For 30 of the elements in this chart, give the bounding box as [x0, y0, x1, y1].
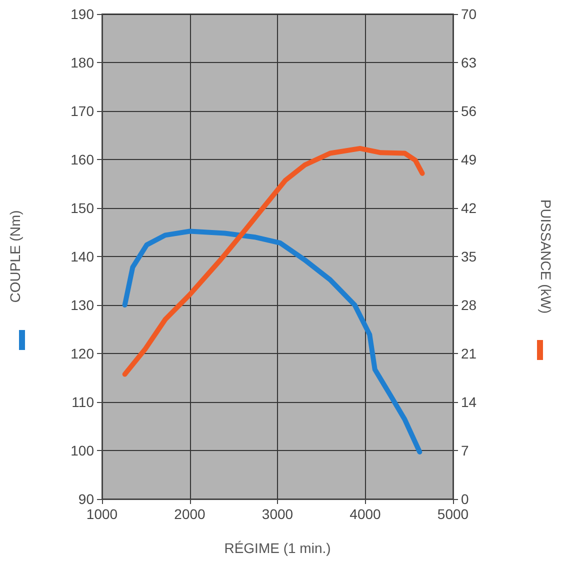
- y2-tick-label: 70: [461, 6, 477, 22]
- x-tick-label: 2000: [174, 506, 206, 522]
- y-tick-label: 150: [70, 200, 94, 216]
- y-axis-title: COUPLE (Nm): [7, 210, 23, 303]
- x-tick-label: 3000: [262, 506, 294, 522]
- y-tick-label: 100: [70, 442, 94, 458]
- y-tick-label: 170: [70, 103, 94, 119]
- y2-tick-label: 56: [461, 103, 477, 119]
- y2-tick-label: 42: [461, 200, 477, 216]
- y2-tick-label: 21: [461, 346, 477, 362]
- x-tick-label: 1000: [86, 506, 118, 522]
- y2-axis-title: PUISSANCE (kW): [538, 199, 554, 314]
- y-tick-label: 140: [70, 248, 94, 264]
- y-tick-label: 110: [72, 394, 94, 410]
- y-tick-label: 190: [70, 6, 94, 22]
- x-axis-title: RÉGIME (1 min.): [224, 540, 331, 556]
- y-tick-label: 180: [70, 54, 94, 70]
- y2-tick-label: 63: [461, 54, 477, 70]
- y-tick-label: 90: [78, 491, 94, 507]
- y2-tick-label: 14: [461, 394, 477, 410]
- y-tick-label: 120: [70, 346, 94, 362]
- y2-tick-label: 49: [461, 152, 477, 168]
- y2-tick-label: 35: [461, 248, 477, 264]
- y-tick-label: 130: [70, 297, 94, 313]
- y2-tick-label: 7: [461, 442, 469, 458]
- y-tick-label: 160: [70, 152, 94, 168]
- x-tick-label: 4000: [350, 506, 382, 522]
- y2-tick-label: 0: [461, 491, 469, 507]
- x-tick-label: 5000: [437, 506, 469, 522]
- y2-tick-label: 28: [461, 297, 477, 313]
